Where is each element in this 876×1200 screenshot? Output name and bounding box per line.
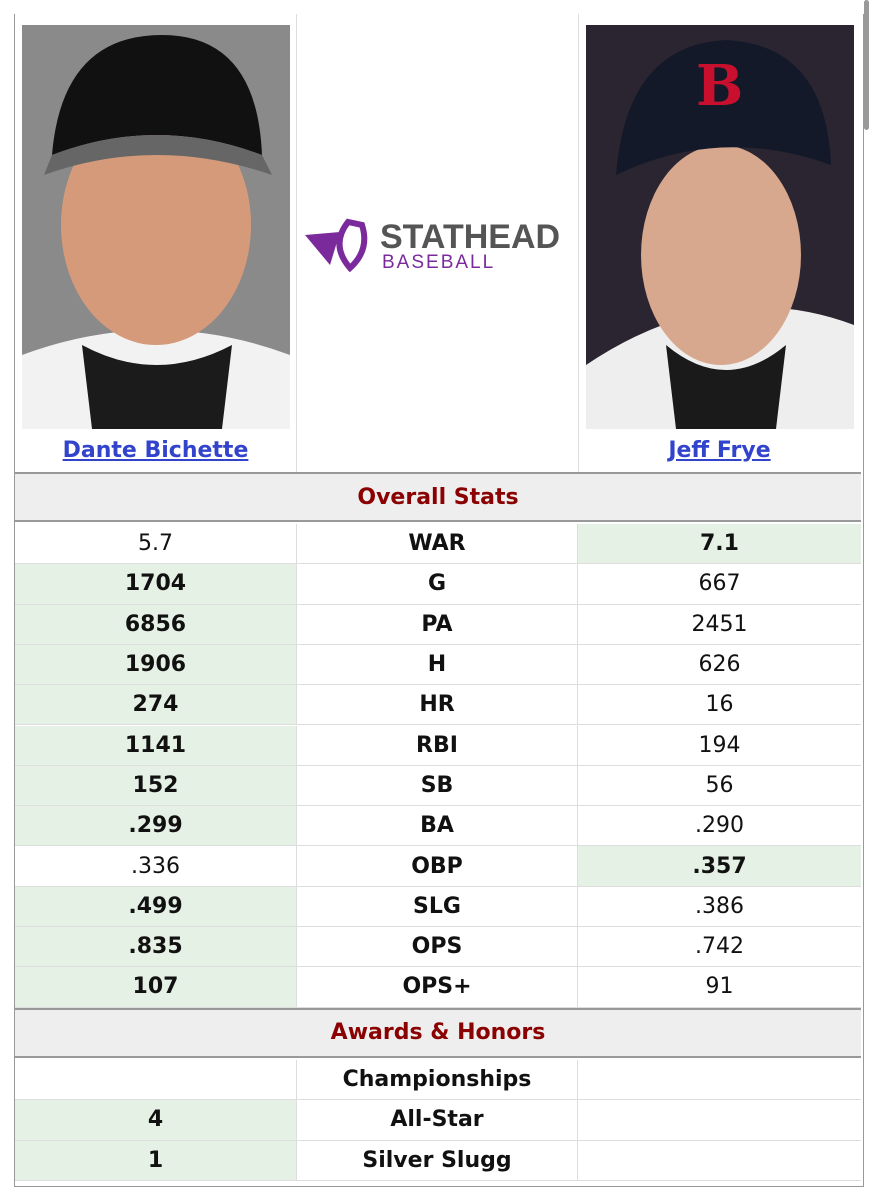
stat-label: OBP bbox=[296, 846, 578, 887]
stat-value: 6856 bbox=[15, 604, 296, 645]
stat-value: .290 bbox=[578, 806, 861, 847]
stat-value: 194 bbox=[578, 726, 861, 766]
stat-value: 16 bbox=[578, 685, 861, 726]
stat-label: WAR bbox=[296, 524, 578, 565]
stat-value: 91 bbox=[578, 967, 861, 1008]
logo-subtitle: BASEBALL bbox=[382, 252, 495, 273]
player-photo bbox=[22, 25, 290, 429]
column-divider bbox=[578, 14, 579, 472]
table-frame bbox=[14, 14, 864, 1187]
stat-value: 152 bbox=[15, 765, 296, 807]
stat-value: 7.1 bbox=[578, 524, 861, 565]
stat-value: 626 bbox=[578, 645, 861, 686]
stat-value bbox=[578, 1100, 861, 1141]
svg-text:B: B bbox=[696, 53, 743, 119]
section-header: Awards & Honors bbox=[15, 1007, 861, 1058]
stat-value: 1 bbox=[15, 1140, 296, 1182]
stat-label: BA bbox=[296, 806, 578, 847]
stat-value bbox=[578, 1060, 861, 1101]
stat-value: .742 bbox=[578, 927, 861, 968]
stat-value: .386 bbox=[578, 887, 861, 927]
stat-value: .835 bbox=[15, 927, 296, 968]
stat-label: H bbox=[296, 644, 578, 686]
stat-label: All-Star bbox=[296, 1100, 578, 1141]
stat-value: 56 bbox=[578, 766, 861, 807]
stat-label: G bbox=[296, 564, 578, 605]
stat-value: 1141 bbox=[15, 725, 296, 766]
stat-label: Silver Slugg bbox=[296, 1140, 578, 1182]
stat-label: RBI bbox=[296, 725, 578, 766]
player-link[interactable]: Jeff Frye bbox=[668, 437, 771, 463]
stat-label: PA bbox=[296, 604, 578, 645]
stat-label: Championships bbox=[296, 1059, 578, 1101]
scrollbar bbox=[864, 0, 869, 130]
player-link[interactable]: Dante Bichette bbox=[62, 437, 249, 463]
stat-value: .336 bbox=[15, 846, 296, 887]
stat-value: 4 bbox=[15, 1100, 296, 1141]
stat-value bbox=[578, 1141, 861, 1182]
stathead-logo: STATHEAD BASEBALL bbox=[305, 218, 560, 273]
stat-label: HR bbox=[296, 685, 578, 726]
stat-value: .499 bbox=[15, 886, 296, 927]
stat-value: .357 bbox=[578, 846, 861, 887]
stat-label: SB bbox=[296, 765, 578, 807]
stat-value: 274 bbox=[15, 685, 296, 726]
player-photo: B bbox=[586, 25, 854, 429]
section-header: Overall Stats bbox=[15, 472, 861, 522]
stat-value: 1704 bbox=[15, 564, 296, 605]
stat-value: 107 bbox=[15, 967, 296, 1008]
stat-value: 667 bbox=[578, 564, 861, 605]
stat-label: OPS bbox=[296, 927, 578, 968]
stat-value: 5.7 bbox=[15, 524, 296, 565]
stat-value: 1906 bbox=[15, 644, 296, 686]
stat-value bbox=[15, 1060, 296, 1101]
stat-label: SLG bbox=[296, 886, 578, 927]
stat-label: OPS+ bbox=[296, 967, 578, 1008]
stat-value: .299 bbox=[15, 806, 296, 847]
column-divider bbox=[296, 14, 297, 472]
logo-title: STATHEAD bbox=[380, 218, 560, 256]
stat-value: 2451 bbox=[578, 605, 861, 645]
